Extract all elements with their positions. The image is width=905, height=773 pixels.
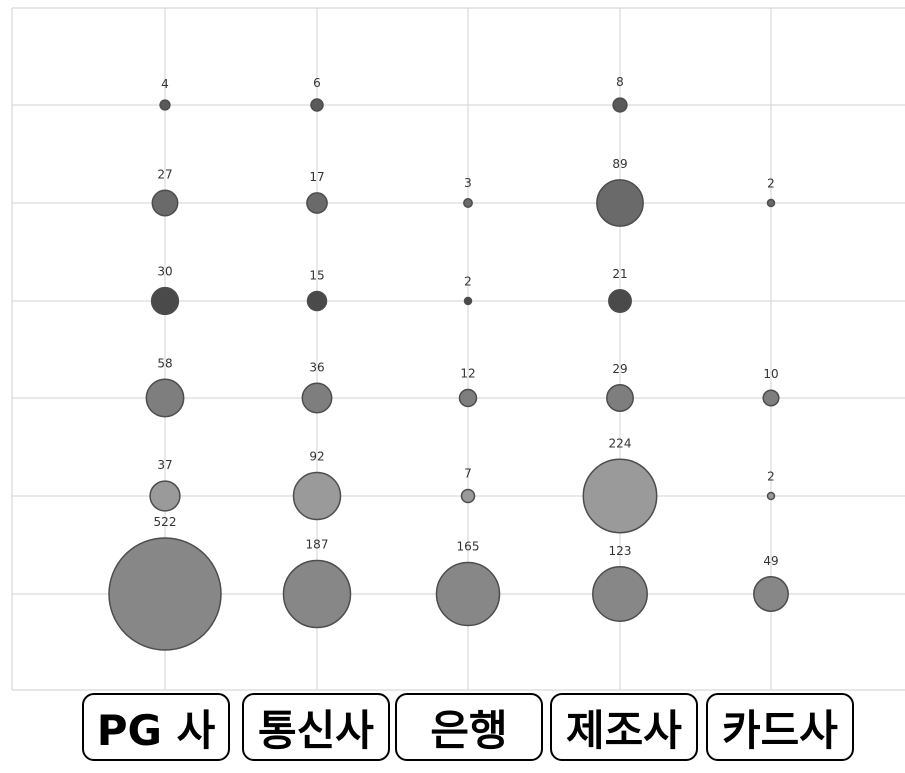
bubble — [301, 382, 333, 414]
bubble-value-label: 30 — [157, 265, 172, 279]
bubble — [145, 378, 185, 418]
bubble-group: 12 — [458, 367, 478, 408]
bubble-group: 165 — [435, 540, 501, 627]
bubble-group: 6 — [310, 76, 324, 112]
bubble-value-label: 27 — [157, 167, 172, 181]
bubble-value-label: 36 — [309, 360, 324, 374]
bubble-value-label: 2 — [767, 470, 775, 484]
bubble-value-label: 7 — [464, 467, 472, 481]
bubble-value-label: 4 — [161, 77, 169, 91]
bubble — [159, 99, 171, 111]
bubble-value-label: 2 — [767, 177, 775, 191]
bubble — [292, 471, 342, 521]
bubble-group: 21 — [608, 267, 632, 313]
category-label: 제조사 — [550, 693, 698, 761]
bubble-value-label: 15 — [309, 269, 324, 283]
bubble-group: 123 — [592, 544, 648, 622]
bubble-group: 3 — [463, 176, 473, 208]
bubble — [766, 198, 776, 208]
bubble-value-label: 92 — [309, 450, 324, 464]
bubble — [608, 289, 632, 313]
bubble-group: 17 — [306, 170, 328, 214]
bubble-value-label: 49 — [763, 554, 778, 568]
bubble-group: 58 — [145, 356, 185, 418]
category-label: 카드사 — [706, 693, 854, 761]
bubble — [463, 198, 473, 208]
bubble-group: 30 — [150, 265, 180, 316]
bubble-group: 224 — [582, 436, 658, 534]
bubble-group: 2 — [766, 177, 776, 208]
bubble-group: 8 — [612, 75, 628, 113]
category-label: PG 사 — [82, 693, 230, 761]
bubble-group: 7 — [460, 467, 476, 504]
bubble — [460, 488, 476, 504]
category-label: 은행 — [395, 693, 543, 761]
bubble — [463, 296, 473, 306]
bubble-group: 2 — [463, 275, 473, 306]
bubble-group: 15 — [306, 269, 328, 312]
bubble-value-label: 522 — [154, 515, 177, 529]
bubble-value-label: 10 — [763, 367, 778, 381]
bubble-group: 37 — [149, 458, 181, 512]
bubble-value-label: 8 — [616, 75, 624, 89]
bubble — [150, 286, 180, 316]
bubble — [766, 491, 776, 501]
bubble-value-label: 224 — [609, 436, 632, 450]
bubble — [149, 480, 181, 512]
bubble-group: 29 — [606, 362, 634, 412]
bubble-group: 187 — [282, 538, 352, 629]
bubble-value-label: 165 — [457, 540, 480, 554]
bubble-value-label: 58 — [157, 356, 172, 370]
bubble-value-label: 123 — [609, 544, 632, 558]
bubble-value-label: 17 — [309, 170, 324, 184]
bubble — [435, 561, 501, 627]
bubble-value-label: 12 — [460, 367, 475, 381]
bubble — [108, 537, 222, 651]
bubble-value-label: 187 — [306, 538, 329, 552]
bubble-group: 522 — [108, 515, 222, 651]
bubble — [306, 290, 328, 312]
bubble — [151, 189, 179, 217]
bubble — [753, 576, 789, 612]
bubble — [596, 179, 644, 227]
bubble-value-label: 3 — [464, 176, 472, 190]
bubble-group: 27 — [151, 167, 179, 217]
bubble-group: 10 — [762, 367, 780, 407]
bubble-value-label: 6 — [313, 76, 321, 90]
bubble — [310, 98, 324, 112]
bubble-group: 2 — [766, 470, 776, 501]
bubble — [458, 388, 478, 408]
bubble — [282, 559, 352, 629]
bubble — [582, 458, 658, 534]
bubble-group: 4 — [159, 77, 171, 111]
bubble-value-label: 89 — [612, 157, 627, 171]
bubble-group: 89 — [596, 157, 644, 227]
bubble-value-label: 21 — [612, 267, 627, 281]
bubble-group: 49 — [753, 554, 789, 612]
bubble-value-label: 2 — [464, 275, 472, 289]
bubble-group: 36 — [301, 360, 333, 414]
bubble — [306, 192, 328, 214]
bubble-group: 92 — [292, 450, 342, 521]
bubble — [592, 566, 648, 622]
category-label: 통신사 — [242, 693, 390, 761]
bubble — [612, 97, 628, 113]
bubble — [606, 384, 634, 412]
bubble-value-label: 37 — [157, 458, 172, 472]
bubble — [762, 389, 780, 407]
bubble-value-label: 29 — [612, 362, 627, 376]
